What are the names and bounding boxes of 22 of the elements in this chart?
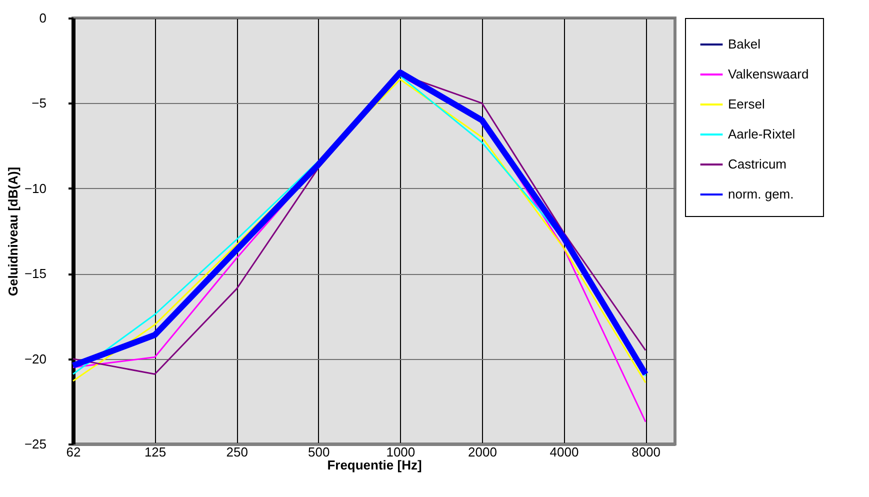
legend-label: Aarle-Rixtel <box>728 126 796 142</box>
legend-label: Bakel <box>728 36 761 52</box>
x-tick-label: 125 <box>144 444 166 460</box>
y-tick-label: 0 <box>39 10 46 26</box>
legend-label: norm. gem. <box>728 186 794 202</box>
x-tick-label: 2000 <box>468 444 497 460</box>
y-tick-label: −25 <box>24 436 46 452</box>
y-tick-label: −5 <box>32 96 46 111</box>
y-tick-label: −20 <box>24 351 46 366</box>
x-tick-label: 8000 <box>632 444 661 460</box>
legend-label: Castricum <box>728 156 787 172</box>
y-tick-label: −10 <box>24 180 46 196</box>
x-tick-label: 1000 <box>386 444 416 460</box>
x-tick-label: 500 <box>308 444 330 460</box>
legend-label: Eersel <box>728 96 765 112</box>
x-tick-label: 62 <box>66 444 81 460</box>
x-tick-label: 4000 <box>550 444 579 460</box>
y-tick-label: −15 <box>24 266 46 282</box>
x-axis-title: Frequentie [Hz] <box>327 458 422 472</box>
legend-label: Valkenswaard <box>728 66 809 82</box>
y-axis-title: Geluidniveau [dB(A)] <box>5 166 20 296</box>
x-tick-label: 250 <box>226 444 248 460</box>
